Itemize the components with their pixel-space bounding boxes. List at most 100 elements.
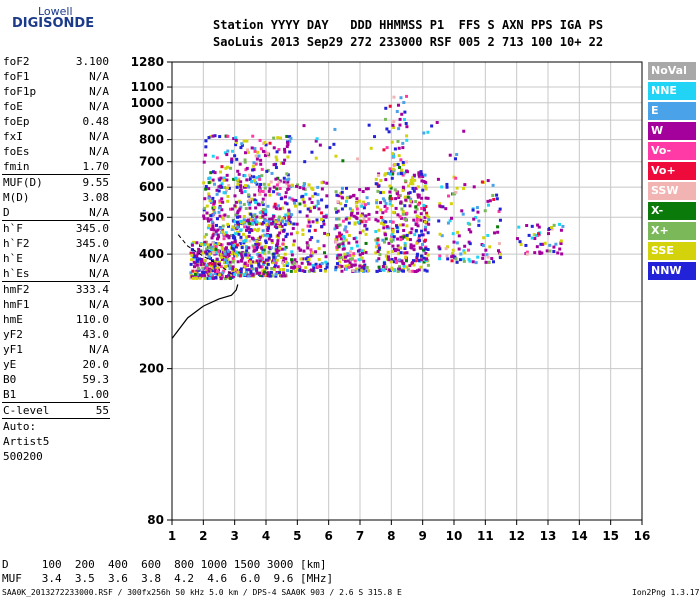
param-row: hmF2 333.4 [2, 282, 110, 297]
echo-point [281, 206, 285, 210]
echo-point [335, 235, 339, 239]
echo-point [270, 241, 274, 245]
echo-point [488, 245, 492, 249]
echo-point [282, 238, 286, 242]
echo-point [215, 266, 219, 270]
echo-point [418, 201, 422, 205]
echo-point [258, 253, 262, 257]
x-tick-label: 14 [571, 529, 588, 543]
echo-point [200, 258, 204, 262]
echo-point [414, 229, 418, 233]
distance-row: D 100 200 400 600 800 1000 1500 3000 [km… [2, 558, 327, 571]
echo-point [348, 216, 352, 220]
echo-point [262, 260, 266, 264]
echo-point [415, 221, 419, 225]
echo-point [352, 263, 356, 267]
echo-point [308, 224, 312, 228]
echo-point [261, 203, 265, 207]
echo-point [245, 270, 249, 274]
echo-point [398, 246, 402, 250]
echo-point [226, 257, 230, 261]
echo-point [204, 269, 208, 273]
echo-point [200, 242, 204, 246]
echo-point [250, 264, 254, 268]
echo-point [468, 242, 472, 246]
echo-point [291, 243, 295, 247]
echo-point [343, 252, 347, 256]
echo-point [415, 256, 419, 260]
echo-point [203, 274, 207, 278]
echo-point [283, 150, 287, 154]
echo-point [292, 222, 296, 226]
param-row: foF2 3.100 [2, 54, 110, 69]
echo-point [476, 210, 480, 214]
echo-point [374, 251, 378, 255]
echo-point [360, 202, 364, 206]
echo-point [225, 189, 229, 193]
echo-point [317, 258, 321, 262]
echo-point [258, 211, 262, 215]
echo-point [248, 222, 252, 226]
echo-point [223, 258, 227, 262]
param-name: foEs [3, 145, 30, 158]
param-value: N/A [89, 130, 109, 143]
echo-point [336, 200, 340, 204]
echo-point [547, 232, 551, 236]
echo-point [238, 162, 242, 166]
echo-point [266, 229, 270, 233]
echo-point [417, 234, 421, 238]
echo-point [405, 251, 409, 255]
echo-point [315, 137, 319, 141]
echo-point [233, 220, 237, 224]
echo-point [404, 218, 408, 222]
echo-point [211, 224, 215, 228]
echo-point [399, 158, 403, 162]
echo-point [221, 200, 225, 204]
echo-point [239, 180, 243, 184]
echo-point [316, 199, 320, 203]
echo-point [362, 265, 366, 269]
echo-point [378, 269, 382, 273]
echo-point [221, 271, 225, 275]
echo-point [275, 183, 279, 187]
echo-point [195, 262, 199, 266]
echo-point [303, 182, 307, 186]
legend-item: NNW [648, 262, 696, 280]
echo-point [454, 190, 458, 194]
echo-point [405, 160, 409, 164]
echo-point [219, 252, 223, 256]
param-row: B0 59.3 [2, 372, 110, 387]
echo-point [268, 193, 272, 197]
echo-point [242, 241, 246, 245]
echo-point [402, 235, 406, 239]
echo-point [242, 139, 246, 143]
echo-point [360, 269, 364, 273]
echo-point [274, 261, 278, 265]
echo-point [376, 219, 380, 223]
echo-point [285, 134, 289, 138]
echo-point [395, 259, 399, 263]
echo-point [383, 199, 387, 203]
echo-point [332, 142, 336, 146]
echo-point [250, 146, 254, 150]
echo-point [261, 229, 265, 233]
echo-point [254, 180, 258, 184]
echo-point [277, 192, 281, 196]
echo-point [225, 165, 229, 169]
echo-point [266, 262, 270, 266]
echo-point [341, 159, 345, 163]
echo-point [405, 233, 409, 237]
echo-point [275, 258, 279, 262]
echo-point [320, 224, 324, 228]
echo-point [324, 215, 328, 219]
echo-point [225, 153, 229, 157]
echo-point [379, 191, 383, 195]
echo-point [209, 214, 213, 218]
echo-point [210, 199, 214, 203]
echo-point [358, 188, 362, 192]
echo-point [416, 224, 420, 228]
echo-point [348, 257, 352, 261]
echo-point [280, 274, 284, 278]
echo-point [355, 240, 359, 244]
echo-point [233, 252, 237, 256]
